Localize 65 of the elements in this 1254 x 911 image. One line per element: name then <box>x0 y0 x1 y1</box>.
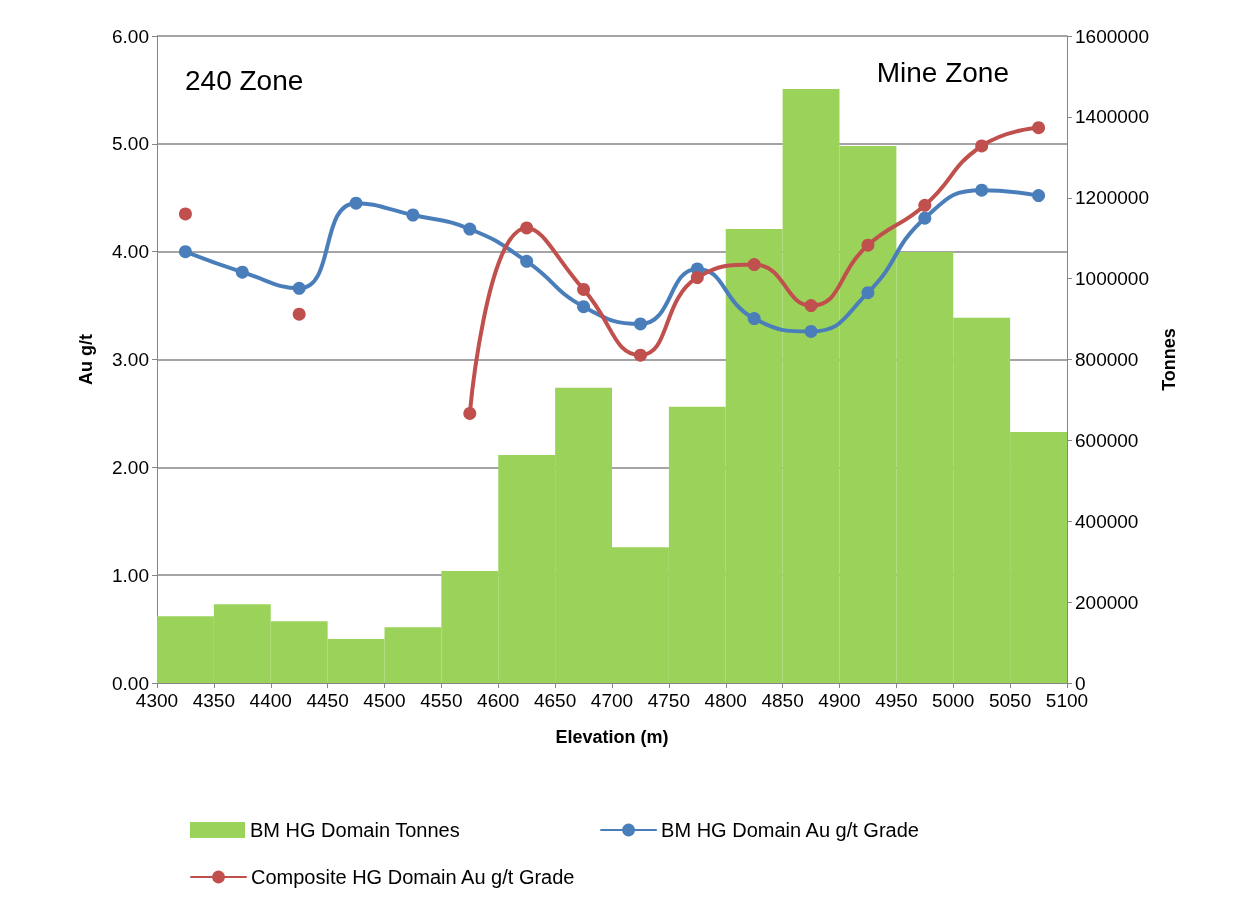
y-tick-label: 3.00 <box>112 349 149 370</box>
point <box>861 238 875 252</box>
point <box>235 265 249 279</box>
point <box>1032 189 1046 203</box>
y-tick-label: 6.00 <box>112 25 149 47</box>
y-tick-label: 5.00 <box>112 133 149 155</box>
y-tick-label: 4.00 <box>112 241 149 263</box>
point <box>520 254 534 268</box>
point <box>918 198 932 212</box>
x-tick-label: 4400 <box>249 690 292 711</box>
point <box>577 300 591 314</box>
point <box>349 196 363 210</box>
x-tick-label: 5050 <box>988 690 1032 711</box>
y2-tick-label: 1000000 <box>1075 268 1149 290</box>
point <box>804 299 818 313</box>
y-tick-label: 1.00 <box>112 564 149 586</box>
x-tick-label: 4900 <box>818 690 861 711</box>
point <box>804 324 818 338</box>
point <box>292 307 306 321</box>
y2-tick-label: 1400000 <box>1075 106 1149 128</box>
point <box>918 211 932 225</box>
point <box>520 221 534 235</box>
point <box>463 406 477 420</box>
x-tick-label: 4850 <box>761 690 804 711</box>
point <box>633 348 647 362</box>
point <box>690 271 704 285</box>
legend-label: BM HG Domain Au g/t Grade <box>661 819 919 841</box>
x-tick-label: 4800 <box>704 690 747 711</box>
point <box>463 222 477 236</box>
point <box>577 282 591 296</box>
legend-label: Composite HG Domain Au g/t Grade <box>251 866 575 888</box>
x-axis-title: Elevation (m) <box>555 727 669 747</box>
y2-tick-label: 1200000 <box>1075 187 1149 209</box>
point <box>406 208 420 222</box>
point <box>1032 121 1046 135</box>
point <box>178 207 192 221</box>
x-tick-label: 4600 <box>477 690 520 711</box>
x-tick-label: 4700 <box>590 690 634 711</box>
point <box>747 258 761 272</box>
y-axis-title: Au g/t <box>76 334 96 385</box>
y2-tick-label: 1600000 <box>1075 25 1149 47</box>
y-tick-label: 2.00 <box>112 456 149 478</box>
annotation: Mine Zone <box>876 56 1010 88</box>
point <box>975 183 989 197</box>
y2-tick-label: 600000 <box>1075 429 1139 451</box>
point <box>747 312 761 326</box>
x-tick-label: 4350 <box>192 690 236 711</box>
y2-tick-label: 400000 <box>1075 510 1139 532</box>
x-tick-label: 4750 <box>647 690 691 711</box>
x-tick-label: 5000 <box>932 690 975 711</box>
x-tick-label: 4500 <box>363 690 406 711</box>
x-tick-label: 4450 <box>306 690 349 711</box>
annotation: 240 Zone <box>185 64 304 96</box>
y2-tick-label: 200000 <box>1075 591 1139 613</box>
y2-axis-title: Tonnes <box>1158 328 1179 391</box>
point <box>178 245 192 259</box>
y2-tick-label: 800000 <box>1075 349 1139 370</box>
x-tick-label: 4550 <box>420 690 463 711</box>
x-tick-label: 4650 <box>533 690 577 711</box>
point <box>633 317 647 331</box>
x-tick-label: 4950 <box>875 690 918 711</box>
legend-label: BM HG Domain Tonnes <box>250 819 460 841</box>
point <box>292 281 306 295</box>
point <box>861 286 875 300</box>
point <box>975 139 989 153</box>
